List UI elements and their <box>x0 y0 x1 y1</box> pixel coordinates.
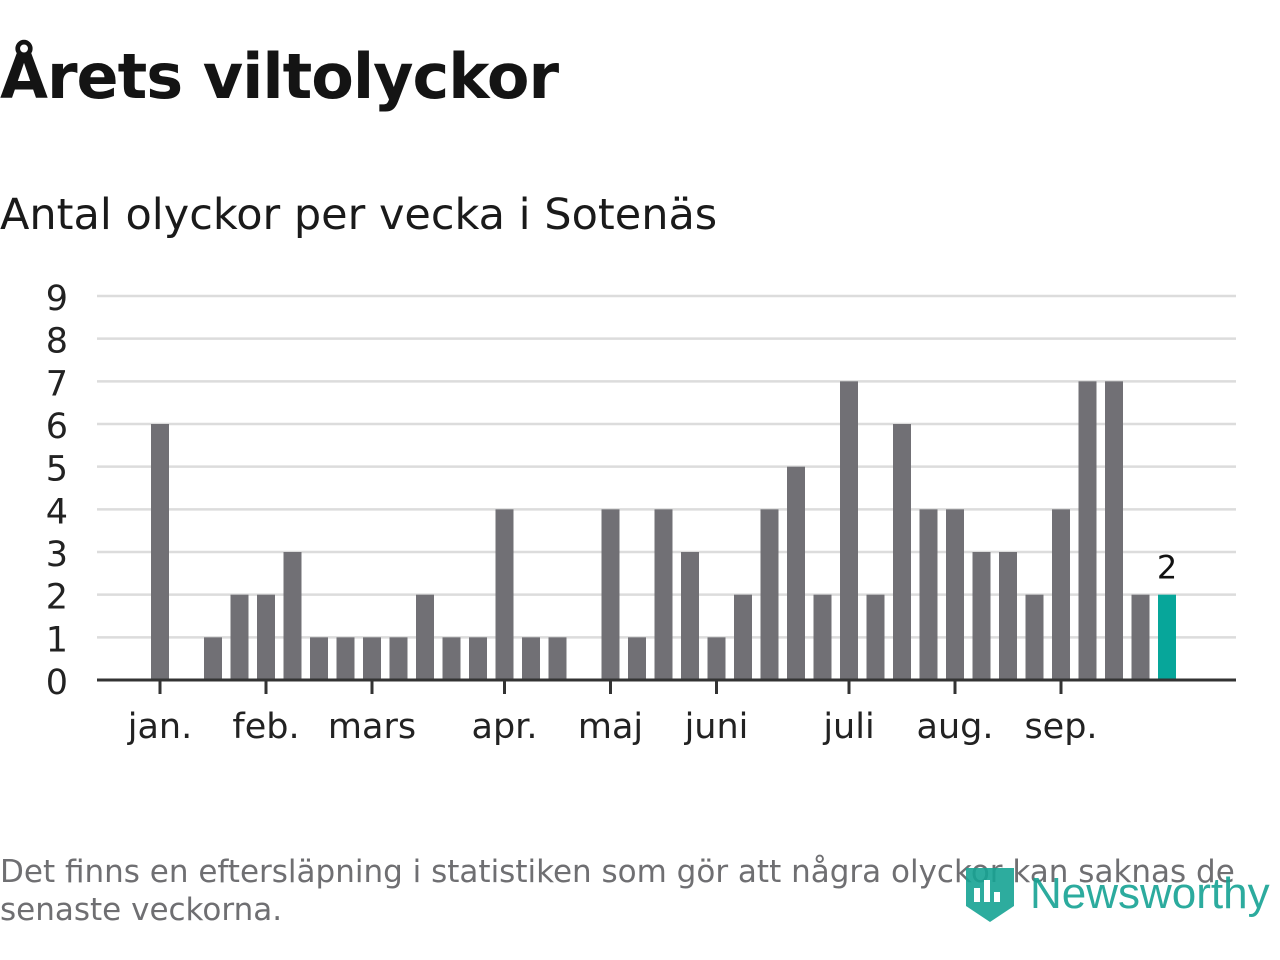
bar-week-31 <box>946 509 964 680</box>
bar-highlight <box>1158 594 1176 680</box>
x-tick-label-juli: juli <box>822 707 874 747</box>
y-tick-label: 8 <box>46 322 68 362</box>
bar-week-8 <box>336 637 355 680</box>
chart-subtitle: Antal olyckor per vecka i Sotenäs <box>0 190 718 240</box>
bar-week-37 <box>1105 381 1123 680</box>
x-tick-label-sep: sep. <box>1024 707 1097 747</box>
y-tick-label: 1 <box>46 620 68 660</box>
bar-week-29 <box>893 424 911 680</box>
y-tick-label: 5 <box>46 450 68 490</box>
bar-week-32 <box>972 552 991 680</box>
bar-week-6 <box>283 552 302 680</box>
newsworthy-logo-icon <box>966 868 1014 922</box>
x-tick-label-feb: feb. <box>232 707 299 747</box>
data-labels: 2 <box>1157 549 1177 587</box>
y-tick-label: 3 <box>46 535 68 575</box>
bar-week-30 <box>919 509 938 680</box>
newsworthy-logo: Newsworthy <box>962 862 1270 926</box>
bar-week-4 <box>230 594 249 680</box>
bar-week-21 <box>681 552 699 680</box>
bar-week-15 <box>522 637 540 680</box>
bar-week-16 <box>548 637 567 680</box>
bar-week-20 <box>654 509 673 680</box>
newsworthy-logo-text: Newsworthy <box>1030 869 1270 918</box>
bar-week-28 <box>866 594 885 680</box>
bar-week-1 <box>151 424 169 680</box>
bar-week-36 <box>1078 381 1097 680</box>
highlight-value-label: 2 <box>1157 549 1177 587</box>
x-tick-label-mars: mars <box>328 707 416 747</box>
bar-week-25 <box>787 466 805 680</box>
x-tick-label-aug: aug. <box>917 707 994 747</box>
bar-week-38 <box>1131 594 1150 680</box>
bar-week-24 <box>760 509 779 680</box>
bar-week-34 <box>1025 594 1044 680</box>
bar-week-18 <box>601 509 620 680</box>
bar-week-10 <box>389 637 408 680</box>
chart-title: Årets viltolyckor <box>0 40 559 113</box>
y-tick-label: 0 <box>46 663 68 703</box>
y-tick-label: 9 <box>46 279 68 319</box>
bar-week-23 <box>734 594 752 680</box>
bar-week-14 <box>495 509 514 680</box>
bar-week-27 <box>840 381 858 680</box>
y-tick-label: 4 <box>46 492 68 532</box>
bar-week-19 <box>628 637 646 680</box>
bar-week-33 <box>999 552 1017 680</box>
y-tick-label: 2 <box>46 578 68 618</box>
x-axis-ticks: jan. feb. mars apr. maj juni juli aug. sep. <box>127 680 1098 747</box>
bar-week-9 <box>363 637 381 680</box>
x-tick-label-jan: jan. <box>127 707 192 747</box>
x-tick-label-maj: maj <box>578 707 643 747</box>
x-tick-label-juni: juni <box>684 707 749 747</box>
bar-week-12 <box>442 637 461 680</box>
bar-week-3 <box>204 637 222 680</box>
y-tick-label: 6 <box>46 407 68 447</box>
bars <box>151 381 1176 680</box>
bar-week-7 <box>310 637 328 680</box>
bar-week-35 <box>1052 509 1070 680</box>
bar-week-5 <box>257 594 275 680</box>
bar-week-11 <box>416 594 434 680</box>
y-tick-label: 7 <box>46 364 68 404</box>
x-tick-label-apr: apr. <box>472 707 538 747</box>
bar-week-26 <box>813 594 832 680</box>
bar-week-22 <box>707 637 726 680</box>
bar-week-13 <box>469 637 487 680</box>
footnote: Det finns en eftersläpning i statistiken… <box>0 854 1235 928</box>
